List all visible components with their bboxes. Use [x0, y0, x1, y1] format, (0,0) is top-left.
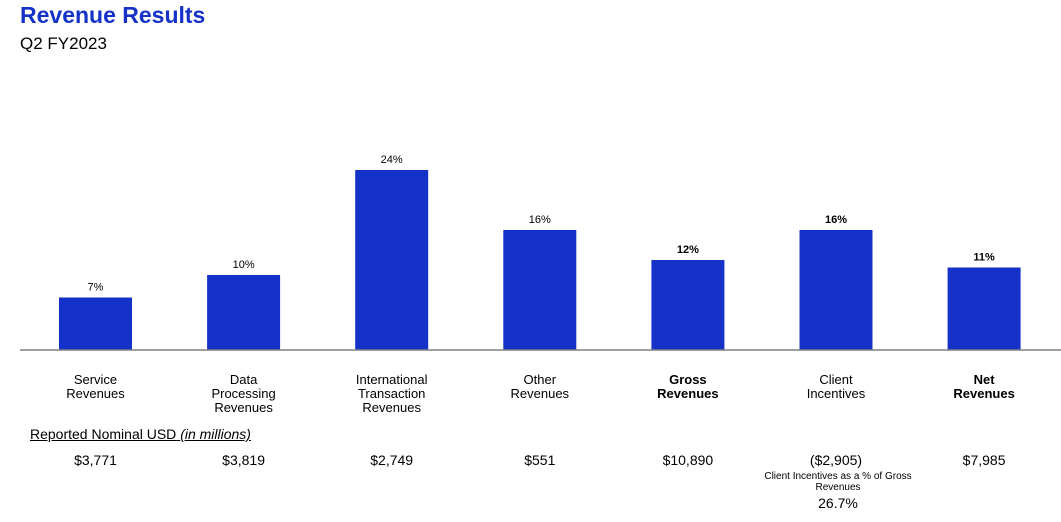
bar-chart: 7% 10% 24% 16% 12% 16% 11%	[20, 154, 1061, 351]
category-label-line: Transaction	[357, 386, 426, 401]
category-label-line: Revenues	[362, 400, 421, 415]
category-label-line: Revenues	[953, 386, 1015, 401]
category-label-line: Revenues	[66, 386, 125, 401]
units-text: Reported Nominal USD	[30, 426, 177, 442]
category-label-line: Gross	[669, 372, 707, 387]
page-title: Revenue Results	[20, 2, 206, 28]
bar-7	[947, 267, 1021, 350]
category-label-line: Other	[523, 372, 557, 387]
category-label-5: Gross Revenues	[623, 373, 753, 401]
category-label-line: Revenues	[214, 400, 273, 415]
bar-1	[59, 297, 132, 350]
bar-value-label-2: 10%	[233, 259, 255, 271]
category-label-3: International Transaction Revenues	[327, 373, 457, 415]
bar-value-label-4: 16%	[529, 214, 551, 226]
amount-5: $10,890	[662, 452, 714, 468]
bar-5	[651, 260, 725, 350]
category-label-1: Service Revenues	[31, 373, 161, 401]
category-label-line: Incentives	[806, 386, 866, 401]
amount-2: $3,819	[222, 452, 265, 468]
category-label-line: Client	[819, 372, 853, 387]
amount-1: $3,771	[74, 452, 117, 468]
bar-value-label-6: 16%	[825, 214, 847, 226]
amount-6: ($2,905)	[809, 452, 863, 468]
client-incentives-note-value: 26.7%	[818, 495, 858, 511]
category-label-7: Net Revenues	[919, 373, 1049, 401]
client-incentives-note: Client Incentives as a % of Gross Revenu…	[764, 471, 912, 493]
category-label-line: Data	[229, 372, 258, 387]
units-suffix: (in millions)	[180, 426, 251, 442]
category-label-line: Service	[73, 372, 118, 387]
amount-7: $7,985	[962, 452, 1006, 468]
bar-value-label-5: 12%	[677, 244, 699, 256]
category-label-6: Client Incentives	[771, 373, 901, 401]
amount-4: $551	[524, 452, 556, 468]
bar-6	[799, 230, 873, 350]
bar-value-label-7: 11%	[973, 252, 995, 264]
category-label-line: Revenues	[657, 386, 719, 401]
bar-value-label-3: 24%	[381, 154, 403, 166]
category-label-line: Processing	[211, 386, 276, 401]
units-label: Reported Nominal USD (in millions)	[30, 426, 251, 442]
category-label-line: International	[355, 372, 428, 387]
bar-4	[503, 230, 577, 350]
category-label-2: Data Processing Revenues	[179, 373, 309, 415]
category-label-line: Net	[973, 372, 995, 387]
bar-value-label-1: 7%	[88, 282, 104, 294]
amount-3: $2,749	[370, 452, 414, 468]
bar-2	[207, 275, 281, 350]
category-label-line: Revenues	[510, 386, 570, 401]
bar-3	[355, 170, 429, 350]
page-subtitle: Q2 FY2023	[20, 34, 107, 53]
category-label-4: Other Revenues	[475, 373, 605, 401]
